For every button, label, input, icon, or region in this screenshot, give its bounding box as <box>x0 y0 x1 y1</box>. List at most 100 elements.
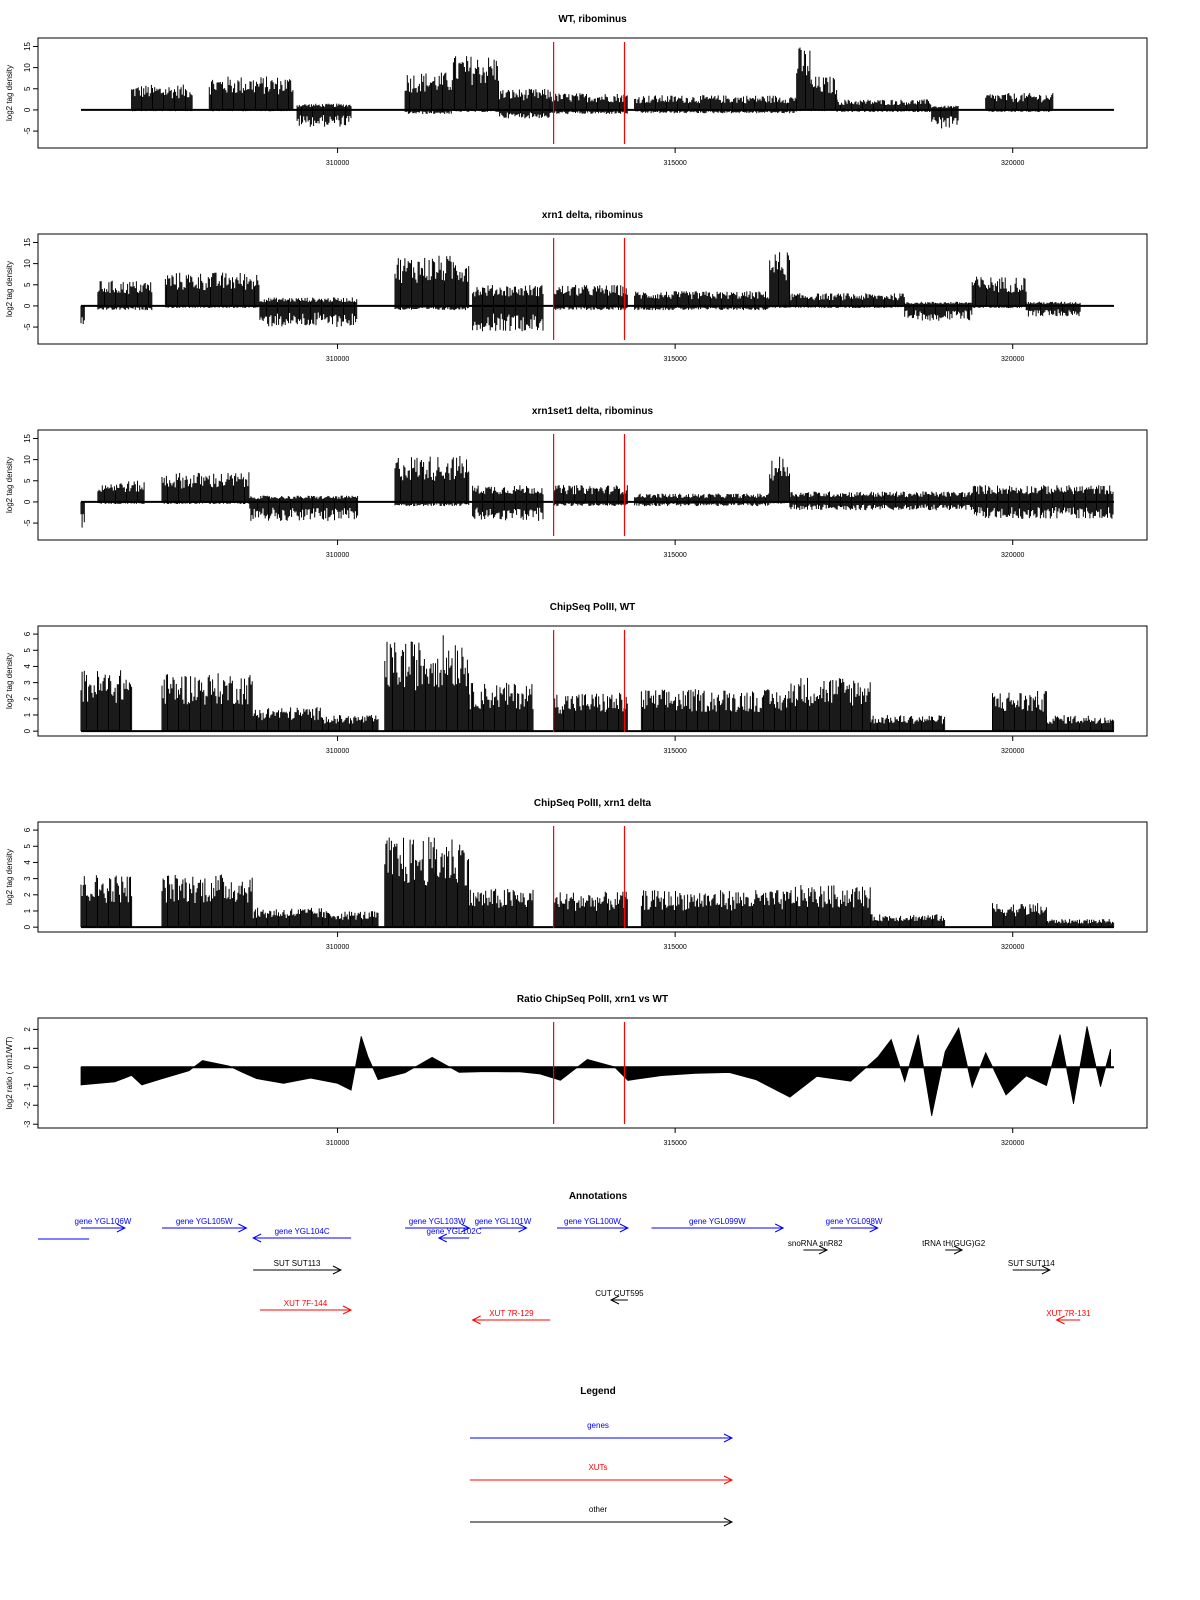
signal-segment <box>252 707 325 732</box>
signal-segment <box>468 888 534 928</box>
y-tick-label: 5 <box>23 647 32 652</box>
signal-segment <box>931 105 959 129</box>
signal-segment <box>451 56 499 112</box>
y-tick-label: 1 <box>23 908 32 913</box>
y-tick-label: 4 <box>23 664 32 669</box>
feature-label: tRNA tH(GUG)G2 <box>922 1239 986 1248</box>
x-tick-label: 320000 <box>1001 160 1024 167</box>
feature-label: gene YGL103W <box>409 1217 466 1226</box>
signal-segment <box>549 93 628 115</box>
y-tick-label: 0 <box>23 728 32 733</box>
signal-segment <box>499 88 551 119</box>
signal-bars <box>809 76 838 112</box>
signal-segment <box>161 472 250 504</box>
signal-bars <box>549 93 628 115</box>
x-tick-label: 320000 <box>1001 1140 1024 1147</box>
y-tick-label: -1 <box>23 1082 32 1090</box>
signal-segment <box>161 673 253 732</box>
x-tick-label: 315000 <box>663 160 686 167</box>
signal-segment <box>553 485 628 507</box>
y-axis-label: log2 tag density <box>5 261 14 317</box>
y-tick-label: -5 <box>23 323 32 331</box>
track-title: WT, ribominus <box>558 14 627 25</box>
signal-segment <box>640 890 791 928</box>
signal-segment <box>904 301 973 321</box>
feature-label: snoRNA snR82 <box>788 1239 843 1248</box>
annotation-feature: tRNA tH(GUG)G2 <box>922 1239 986 1255</box>
signal-segment <box>208 76 294 112</box>
feature-label: SUT SUT114 <box>1008 1259 1055 1268</box>
legend-arrowhead <box>723 1475 734 1485</box>
signal-segment <box>809 76 838 112</box>
signal-bars <box>640 890 791 928</box>
annotation-feature: gene YGL099W <box>651 1217 785 1233</box>
signal-bars <box>553 692 628 732</box>
signal-bars <box>553 891 628 928</box>
track-panel-xrn1_ribominus: xrn1 delta, ribominus log2 tag density -5 0… <box>5 210 1148 363</box>
legend-entry: genes <box>470 1421 734 1443</box>
signal-segment <box>472 285 544 332</box>
y-tick-label: 5 <box>23 843 32 848</box>
x-tick-label: 310000 <box>326 160 349 167</box>
y-tick-label: 2 <box>23 696 32 701</box>
feature-label: gene YGL099W <box>689 1217 746 1226</box>
feature-label: XUT 7R-129 <box>489 1309 534 1318</box>
x-tick-label: 315000 <box>663 1140 686 1147</box>
y-axis-label: log2 tag density <box>5 65 14 121</box>
y-tick-label: 1 <box>23 712 32 717</box>
feature-arrowhead <box>471 1315 481 1325</box>
signal-segment <box>435 635 469 732</box>
plot-frame <box>37 429 1148 541</box>
signal-bars <box>435 839 469 928</box>
annotation-feature: XUT 7R-131 <box>1046 1309 1091 1325</box>
y-axis-label: log2 tag density <box>5 849 14 905</box>
signal-segment <box>769 456 790 504</box>
x-tick-label: 310000 <box>326 552 349 559</box>
signal-bars <box>904 301 973 321</box>
annotation-feature: XUT 7F-144 <box>259 1299 353 1315</box>
signal-segment <box>80 501 85 528</box>
signal-bars <box>80 670 133 732</box>
y-tick-label: -5 <box>23 519 32 527</box>
signal-segment <box>97 480 145 504</box>
signal-segment <box>472 485 544 521</box>
signal-bars <box>384 641 436 732</box>
signal-segment <box>296 103 352 127</box>
feature-label: gene YGL104C <box>275 1227 330 1236</box>
annotation-feature: XUT 7R-129 <box>471 1309 551 1325</box>
signal-segment <box>164 272 260 308</box>
feature-label: gene YGL106W <box>75 1217 132 1226</box>
annotation-feature: snoRNA snR82 <box>788 1239 843 1255</box>
signal-segment <box>789 293 905 308</box>
signal-segment <box>553 891 628 928</box>
y-tick-label: 0 <box>23 499 32 504</box>
signal-bars <box>789 885 871 928</box>
signal-bars <box>208 76 294 112</box>
legend-arrowhead <box>723 1433 734 1443</box>
y-tick-label: 5 <box>23 282 32 287</box>
annotation-feature: gene YGL100W <box>556 1217 630 1233</box>
feature-arrowhead <box>332 1265 343 1275</box>
signal-segment <box>259 297 358 327</box>
signal-bars <box>252 707 325 732</box>
signal-segment <box>323 715 379 732</box>
x-tick-label: 310000 <box>326 1140 349 1147</box>
signal-bars <box>80 875 133 928</box>
plot-frame <box>37 1017 1148 1129</box>
annotation-feature: gene YGL106W <box>75 1217 132 1233</box>
legend-entry: XUTs <box>470 1463 734 1485</box>
track-panel-xrn1set1_ribominus: xrn1set1 delta, ribominus log2 tag densit… <box>5 406 1148 559</box>
signal-segment <box>404 72 452 114</box>
feature-arrowhead <box>460 1223 471 1233</box>
feature-arrowhead <box>437 1233 448 1243</box>
signal-segment <box>161 874 253 928</box>
signal-bars <box>769 456 790 504</box>
legend-arrowhead <box>723 1517 734 1527</box>
y-tick-label: 15 <box>23 433 32 442</box>
y-tick-label: 10 <box>23 259 32 268</box>
x-tick-label: 315000 <box>663 944 686 951</box>
track-title: ChipSeq PolII, WT <box>550 602 636 613</box>
signal-segment <box>394 456 470 507</box>
plot-frame <box>37 233 1148 345</box>
